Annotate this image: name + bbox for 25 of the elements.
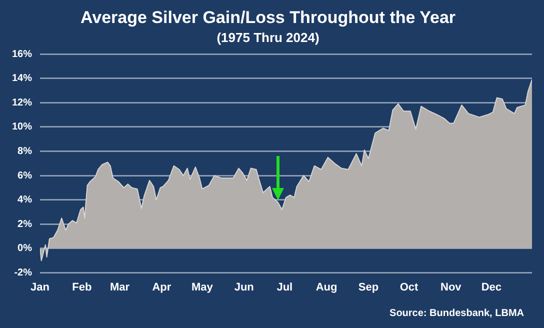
y-tick-label: 2% [18, 218, 32, 230]
x-tick-label: May [192, 281, 214, 294]
chart-subtitle: (1975 Thru 2024) [216, 30, 320, 45]
x-tick-label: Oct [400, 281, 419, 294]
y-tick-label: 0% [18, 243, 32, 254]
y-tick-label: 4% [18, 194, 32, 206]
y-tick-label: 10% [12, 122, 32, 133]
x-tick-label: Feb [72, 281, 92, 294]
x-tick-label: Aug [316, 281, 338, 294]
y-tick-label: 8% [18, 146, 32, 157]
y-tick-label: 6% [18, 170, 32, 182]
y-tick-label: 12% [12, 97, 32, 108]
x-tick-label: Mar [110, 281, 130, 294]
x-tick-label: Jul [276, 281, 293, 294]
x-tick-label: Apr [152, 281, 172, 294]
x-tick-label: Dec [481, 281, 502, 294]
x-tick-label: Sep [358, 281, 379, 294]
source-note: Source: Bundesbank, LBMA [390, 308, 524, 319]
x-tick-label: Jun [234, 281, 254, 294]
y-tick-label: -2% [14, 268, 32, 279]
x-tick-label: Nov [440, 281, 462, 294]
chart-title: Average Silver Gain/Loss Throughout the Year [80, 8, 456, 27]
x-tick-label: Jan [30, 281, 50, 294]
y-tick-label: 14% [12, 73, 32, 84]
y-tick-label: 16% [12, 48, 32, 60]
